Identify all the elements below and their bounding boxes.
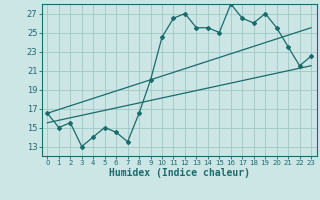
X-axis label: Humidex (Indice chaleur): Humidex (Indice chaleur) — [109, 168, 250, 178]
